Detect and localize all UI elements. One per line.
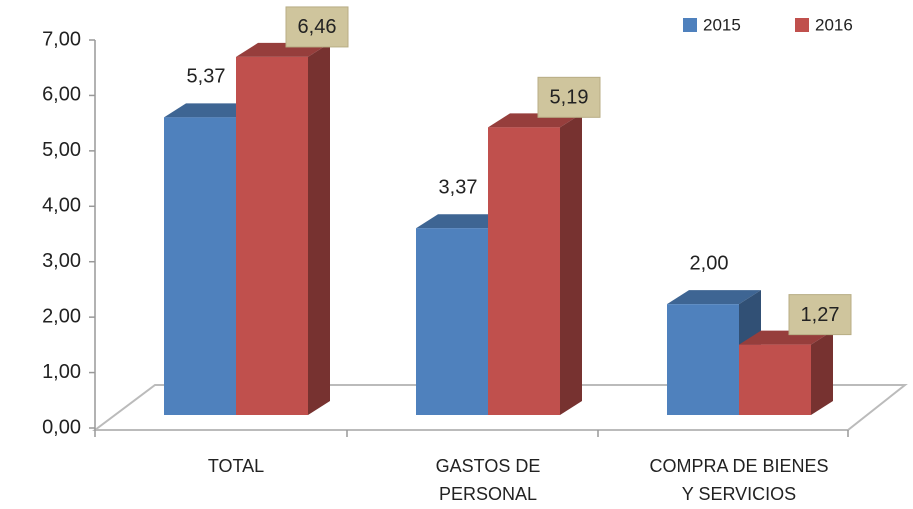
x-tick-label: GASTOS DE PERSONAL bbox=[435, 456, 541, 504]
bar-side bbox=[308, 42, 330, 415]
legend-label: 2016 bbox=[815, 15, 853, 34]
bar bbox=[739, 344, 811, 415]
y-tick-label: 3,00 bbox=[42, 250, 81, 272]
bar-side bbox=[811, 330, 833, 415]
y-tick-label: 4,00 bbox=[42, 195, 81, 217]
value-label: 5,19 bbox=[550, 87, 589, 109]
bar bbox=[488, 127, 560, 415]
value-label: 2,00 bbox=[690, 252, 729, 274]
legend-label: 2015 bbox=[703, 15, 741, 34]
value-label: 1,27 bbox=[801, 304, 840, 326]
bar bbox=[416, 228, 488, 415]
value-label: 3,37 bbox=[439, 176, 478, 198]
y-tick-label: 0,00 bbox=[42, 416, 81, 438]
bar bbox=[236, 56, 308, 415]
bar-side bbox=[560, 113, 582, 415]
value-label: 6,46 bbox=[298, 16, 337, 38]
value-label-box bbox=[788, 294, 852, 336]
y-tick-label: 2,00 bbox=[42, 305, 81, 327]
y-tick-label: 1,00 bbox=[42, 361, 81, 383]
value-label-box bbox=[285, 6, 349, 48]
y-tick-label: 5,00 bbox=[42, 139, 81, 161]
floor bbox=[92, 384, 908, 431]
bar-top bbox=[667, 290, 761, 305]
x-tick-label: TOTAL bbox=[207, 456, 265, 476]
bar bbox=[164, 117, 236, 415]
legend-swatch bbox=[683, 18, 697, 32]
x-tick-label: COMPRA DE BIENES Y SERVICIOS bbox=[649, 456, 829, 504]
value-label: 5,37 bbox=[187, 66, 226, 88]
bar-top bbox=[164, 103, 258, 118]
bar-top bbox=[416, 214, 510, 229]
bar bbox=[667, 304, 739, 415]
y-tick-label: 6,00 bbox=[42, 84, 81, 106]
legend-swatch bbox=[795, 18, 809, 32]
y-tick-label: 7,00 bbox=[42, 28, 81, 50]
value-label-box bbox=[537, 76, 601, 118]
